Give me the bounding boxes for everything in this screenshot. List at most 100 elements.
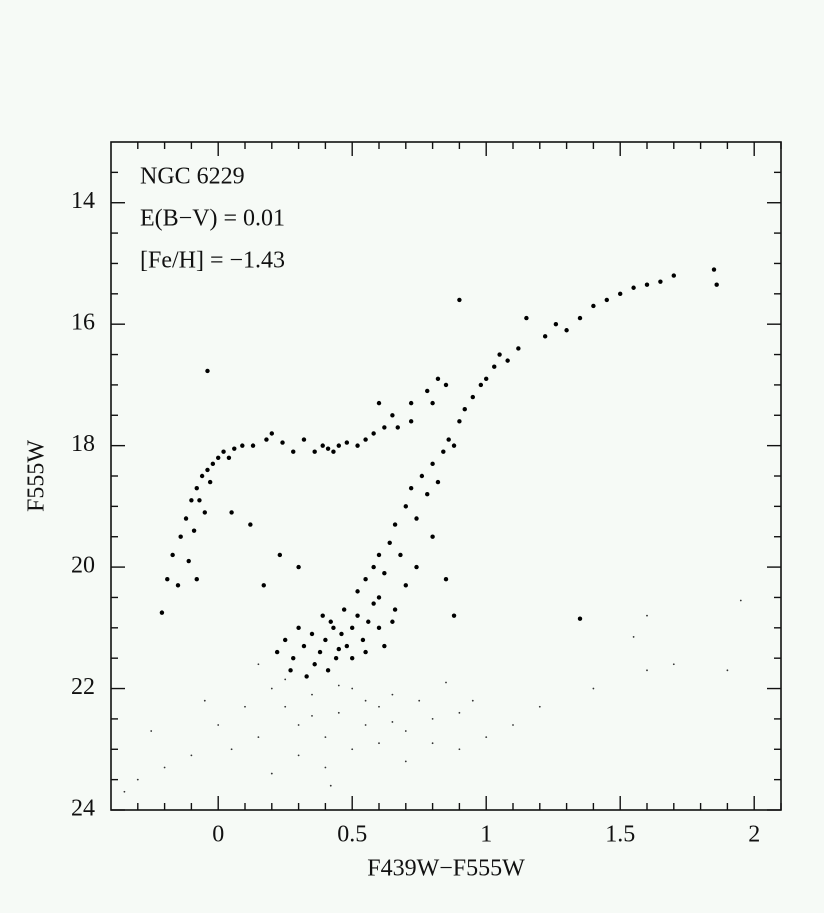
star-point bbox=[398, 552, 403, 558]
star-point bbox=[577, 616, 583, 621]
star-point bbox=[284, 705, 287, 708]
star-point bbox=[202, 510, 207, 515]
star-point bbox=[194, 485, 199, 491]
star-point bbox=[646, 614, 648, 617]
y-tick-label: 18 bbox=[71, 431, 95, 457]
star-point bbox=[644, 282, 650, 287]
star-point bbox=[207, 479, 213, 485]
star-point bbox=[363, 577, 368, 582]
star-point bbox=[197, 498, 202, 503]
star-point bbox=[165, 577, 170, 582]
star-point bbox=[250, 443, 256, 448]
star-point bbox=[431, 718, 434, 720]
star-point bbox=[320, 613, 325, 618]
star-point bbox=[505, 358, 510, 363]
star-point bbox=[221, 449, 226, 454]
star-point bbox=[312, 449, 317, 454]
star-point bbox=[244, 705, 246, 708]
star-point bbox=[277, 552, 283, 558]
star-point bbox=[325, 446, 331, 451]
star-point bbox=[324, 766, 327, 769]
star-point bbox=[333, 655, 339, 661]
star-point bbox=[175, 583, 181, 588]
star-point bbox=[350, 655, 355, 661]
star-point bbox=[216, 455, 221, 460]
star-point bbox=[183, 516, 189, 521]
star-point bbox=[658, 279, 663, 284]
star-point bbox=[382, 643, 387, 649]
star-point bbox=[451, 443, 457, 448]
star-point bbox=[351, 687, 354, 690]
star-point bbox=[189, 498, 194, 503]
star-point bbox=[226, 455, 232, 460]
star-point bbox=[363, 437, 368, 442]
star-point bbox=[497, 352, 502, 357]
star-point bbox=[484, 376, 489, 382]
star-point bbox=[376, 552, 382, 558]
x-axis-label: F439W−F555W bbox=[367, 856, 525, 882]
star-point bbox=[355, 589, 360, 594]
star-point bbox=[257, 663, 260, 666]
star-point bbox=[492, 364, 497, 369]
star-point bbox=[240, 443, 245, 448]
star-point bbox=[280, 440, 285, 445]
star-point bbox=[403, 504, 408, 509]
star-point bbox=[726, 669, 729, 672]
star-point bbox=[435, 479, 441, 485]
star-point bbox=[301, 437, 307, 442]
star-point bbox=[291, 449, 296, 454]
star-point bbox=[269, 431, 274, 436]
star-point bbox=[711, 267, 717, 272]
star-point bbox=[186, 558, 191, 564]
star-point bbox=[291, 655, 296, 661]
star-point bbox=[355, 443, 360, 448]
star-point bbox=[309, 631, 315, 637]
star-point bbox=[671, 273, 676, 278]
star-point bbox=[205, 368, 210, 374]
star-point bbox=[457, 419, 462, 424]
star-point bbox=[512, 724, 514, 726]
x-tick-label: 0.5 bbox=[337, 822, 367, 848]
star-point bbox=[471, 699, 474, 702]
star-point bbox=[360, 637, 366, 643]
star-point bbox=[210, 461, 216, 467]
star-point bbox=[631, 285, 636, 290]
star-point bbox=[382, 570, 387, 576]
star-point bbox=[378, 705, 380, 708]
star-point bbox=[312, 662, 317, 667]
star-point bbox=[190, 754, 193, 757]
star-point bbox=[297, 724, 300, 726]
star-point bbox=[632, 636, 635, 638]
star-point bbox=[418, 699, 421, 702]
star-point bbox=[371, 564, 376, 570]
star-point bbox=[123, 790, 126, 793]
star-point bbox=[324, 736, 327, 739]
y-tick-label: 20 bbox=[71, 553, 95, 579]
star-point bbox=[296, 564, 301, 570]
star-point bbox=[445, 681, 447, 684]
star-point bbox=[163, 766, 166, 769]
x-tick-label: 1.5 bbox=[605, 822, 635, 848]
star-point bbox=[329, 784, 332, 787]
star-point bbox=[591, 303, 596, 309]
star-point bbox=[217, 724, 220, 726]
star-point bbox=[392, 522, 398, 527]
star-point bbox=[264, 437, 269, 442]
star-point bbox=[376, 595, 382, 600]
star-point bbox=[618, 291, 623, 297]
star-point bbox=[205, 467, 210, 473]
y-tick-label: 16 bbox=[71, 310, 95, 336]
star-point bbox=[430, 461, 435, 467]
star-point bbox=[178, 534, 183, 539]
star-point bbox=[524, 315, 529, 321]
star-point bbox=[248, 522, 253, 527]
star-point bbox=[739, 599, 742, 602]
star-point bbox=[337, 684, 340, 687]
star-point bbox=[553, 321, 559, 327]
star-point bbox=[592, 687, 595, 690]
star-point bbox=[390, 619, 395, 624]
star-point bbox=[191, 528, 197, 533]
star-point bbox=[564, 328, 569, 333]
star-point bbox=[274, 649, 280, 655]
